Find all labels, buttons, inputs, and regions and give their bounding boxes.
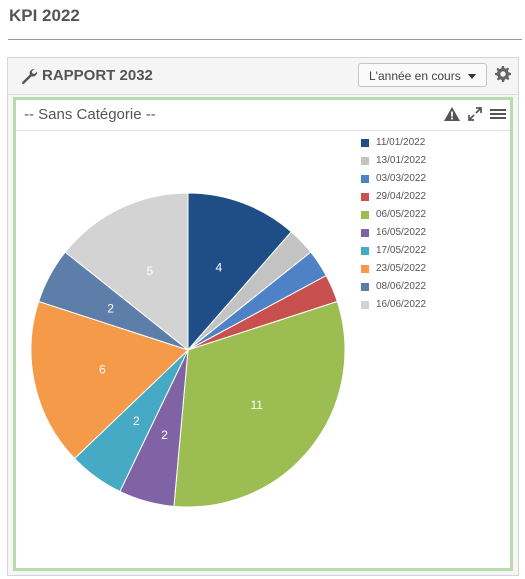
pie-slice-23-05-2022[interactable] (30, 300, 189, 460)
pie-chart: 4 11 2 2 6 2 5 (30, 192, 346, 508)
pie-data-label: 5 (147, 264, 154, 278)
legend-label: 16/06/2022 (376, 299, 427, 310)
wrench-icon (22, 69, 37, 85)
pie-slice-11-01-2022[interactable] (187, 192, 293, 352)
legend-swatch (361, 301, 369, 309)
chevron-down-icon (468, 74, 476, 79)
legend-swatch (361, 283, 369, 291)
legend-swatch (361, 211, 369, 219)
widget-header: -- Sans Catégorie -- (16, 100, 510, 131)
gear-icon[interactable] (494, 65, 512, 83)
legend-item[interactable]: 17/05/2022 (359, 244, 499, 262)
pie-data-label: 2 (133, 414, 140, 428)
title-divider (8, 39, 522, 40)
legend-item[interactable]: 13/01/2022 (359, 154, 499, 172)
legend-item[interactable]: 08/06/2022 (359, 280, 499, 298)
legend-label: 23/05/2022 (376, 263, 427, 274)
legend-label: 29/04/2022 (376, 191, 427, 202)
legend-item[interactable]: 03/03/2022 (359, 172, 499, 190)
legend-label: 13/01/2022 (376, 155, 427, 166)
report-header: RAPPORT 2032 L'année en cours (8, 58, 518, 95)
expand-icon[interactable] (466, 105, 484, 123)
legend-label: 17/05/2022 (376, 245, 427, 256)
page-title: KPI 2022 (9, 6, 80, 25)
legend-label: 16/05/2022 (376, 227, 427, 238)
chart-legend: 11/01/2022 13/01/2022 03/03/2022 29/04/2022… (359, 136, 499, 316)
legend-item[interactable]: 06/05/2022 (359, 208, 499, 226)
warning-icon[interactable] (443, 105, 461, 123)
legend-item[interactable]: 23/05/2022 (359, 262, 499, 280)
legend-swatch (361, 229, 369, 237)
pie-slice-16-06-2022[interactable] (64, 192, 189, 352)
chart-widget: -- Sans Catégorie -- 4 11 2 2 6 2 5 11/01/2022… (13, 97, 513, 571)
pie-slice-06-05-2022[interactable] (173, 300, 346, 508)
legend-swatch (361, 157, 369, 165)
legend-swatch (361, 193, 369, 201)
legend-swatch (361, 265, 369, 273)
pie-data-label: 2 (161, 428, 168, 442)
menu-icon[interactable] (489, 105, 507, 123)
period-select[interactable]: L'année en cours (358, 63, 487, 87)
period-select-value: L'année en cours (369, 69, 461, 83)
legend-label: 11/01/2022 (376, 137, 426, 148)
legend-label: 06/05/2022 (376, 209, 427, 220)
pie-data-label: 6 (99, 363, 106, 377)
report-title: RAPPORT 2032 (42, 67, 153, 84)
legend-item[interactable]: 29/04/2022 (359, 190, 499, 208)
legend-swatch (361, 139, 369, 147)
legend-item[interactable]: 11/01/2022 (359, 136, 499, 154)
legend-item[interactable]: 16/05/2022 (359, 226, 499, 244)
legend-swatch (361, 247, 369, 255)
report-panel: RAPPORT 2032 L'année en cours -- Sans Ca… (7, 57, 519, 576)
legend-label: 03/03/2022 (376, 173, 427, 184)
pie-data-label: 2 (107, 301, 114, 315)
legend-swatch (361, 175, 369, 183)
legend-item[interactable]: 16/06/2022 (359, 298, 499, 316)
pie-data-label: 4 (216, 261, 223, 275)
widget-title: -- Sans Catégorie -- (24, 106, 156, 123)
legend-label: 08/06/2022 (376, 281, 427, 292)
pie-data-label: 11 (251, 398, 264, 412)
